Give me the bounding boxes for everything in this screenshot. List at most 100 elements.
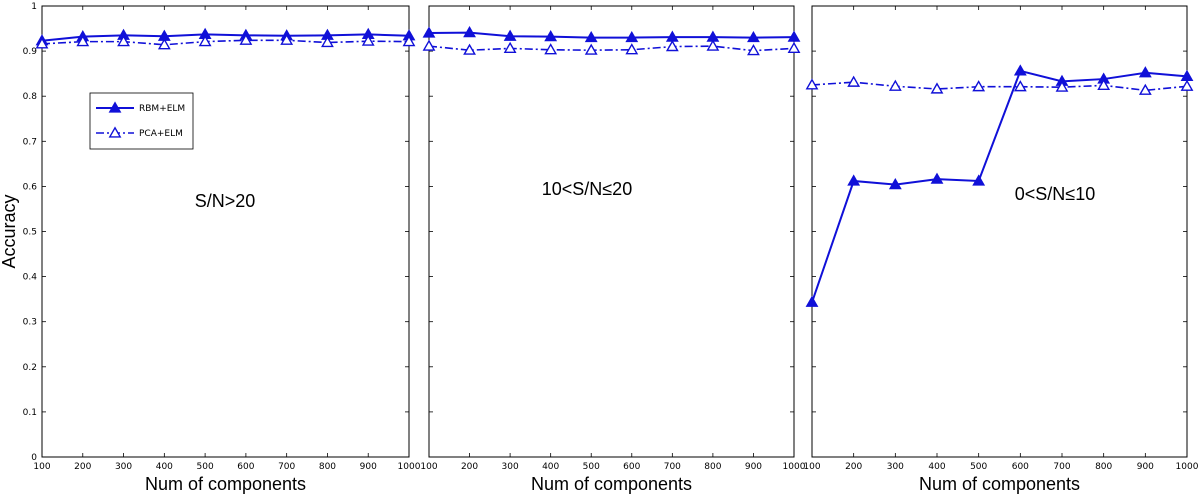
series-line-pca-elm: [811, 81, 1188, 92]
data-point: [1013, 80, 1027, 92]
data-point: [35, 37, 49, 49]
x-tick-label: 700: [278, 462, 295, 472]
x-tick-label: 700: [664, 462, 681, 472]
data-point: [422, 39, 436, 51]
x-tick-label: 800: [319, 462, 336, 472]
data-point: [584, 30, 598, 43]
data-point: [787, 41, 801, 53]
data-point: [117, 35, 130, 47]
y-tick-label: 0.5: [23, 228, 37, 238]
data-point: [847, 174, 861, 186]
legend-marker: [108, 101, 122, 113]
y-tick-label: 0.8: [23, 92, 38, 102]
data-point: [888, 177, 902, 190]
data-point: [361, 34, 375, 46]
data-point: [157, 38, 171, 50]
x-tick-label: 300: [115, 462, 132, 472]
data-point: [930, 172, 944, 184]
data-point: [321, 35, 334, 48]
panel-1: 100 200 300 400 500 600 700 800 900 1000 0 0.1 0.2 0.…: [0, 2, 421, 494]
legend-label: RBM+ELM: [139, 104, 185, 114]
data-point: [706, 39, 720, 51]
y-axis-title: Accuracy: [0, 194, 19, 268]
data-point: [76, 35, 90, 47]
x-tick-label: 700: [1053, 462, 1070, 472]
data-point: [544, 43, 558, 55]
plot-frame: [811, 5, 1188, 458]
legend-label: PCA+ELM: [139, 129, 183, 139]
y-tick-label: 0.3: [23, 318, 37, 328]
data-point: [463, 43, 476, 55]
x-tick-label: 600: [1012, 462, 1029, 472]
data-point: [280, 33, 294, 45]
legend-box: [89, 92, 194, 150]
x-tick-label: 600: [237, 462, 254, 472]
data-point: [930, 82, 944, 94]
series-line-rbm-elm: [41, 33, 410, 42]
x-tick-label: 200: [74, 462, 91, 472]
x-axis-title: Num of components: [145, 474, 306, 494]
y-tick-label: 0.7: [23, 137, 37, 147]
data-point: [544, 30, 558, 42]
data-point: [239, 33, 253, 45]
data-point: [665, 39, 679, 52]
x-tick-label: 500: [583, 462, 600, 472]
data-point: [402, 35, 416, 47]
y-tick-label: 0.6: [23, 182, 38, 192]
x-tick-label: 800: [704, 462, 721, 472]
data-point: [787, 30, 801, 42]
x-tick-label: 400: [542, 462, 559, 472]
data-point: [584, 43, 598, 55]
x-tick-label: 1000: [1176, 462, 1199, 472]
series-line-pca-elm: [428, 45, 795, 52]
data-point: [1138, 66, 1152, 78]
data-point: [463, 25, 476, 38]
data-point: [625, 30, 639, 43]
data-point: [198, 35, 212, 47]
x-tick-label: 1000: [398, 462, 421, 472]
x-tick-label: 500: [197, 462, 214, 472]
x-tick-label: 600: [623, 462, 640, 472]
series-line-rbm-elm: [428, 31, 795, 39]
x-tick-label: 400: [928, 462, 945, 472]
panel-2: 100 200 300 400 500 600 700 800 900 1000 Num of co…: [420, 5, 806, 494]
x-tick-label: 300: [887, 462, 904, 472]
data-point: [747, 44, 760, 56]
data-point: [1180, 79, 1194, 91]
data-point: [972, 80, 986, 92]
series-line-rbm-elm: [811, 69, 1188, 303]
x-tick-label: 100: [420, 462, 437, 472]
plot-frame: [428, 5, 795, 458]
data-point: [805, 78, 819, 90]
x-tick-label: 800: [1095, 462, 1112, 472]
panel-3: 100 200 300 400 500 600 700 800 900 1000 Num of co…: [803, 5, 1199, 494]
x-axis-title: Num of components: [531, 474, 692, 494]
data-point: [1013, 64, 1027, 76]
x-axis-title: Num of components: [919, 474, 1080, 494]
data-point: [422, 26, 436, 38]
snr-annotation: S/N>20: [195, 191, 256, 211]
x-tick-label: 200: [461, 462, 478, 472]
y-tick-label: 0.1: [23, 408, 37, 418]
data-point: [1097, 78, 1111, 90]
x-tick-label: 400: [156, 462, 173, 472]
x-tick-label: 900: [360, 462, 377, 472]
data-point: [625, 43, 639, 55]
data-point: [1055, 80, 1069, 92]
snr-annotation: 10<S/N≤20: [542, 179, 632, 199]
x-tick-label: 1000: [783, 462, 806, 472]
x-tick-label: 900: [745, 462, 762, 472]
x-tick-label: 500: [970, 462, 987, 472]
x-tick-label: 200: [845, 462, 862, 472]
y-tick-label: 0.2: [23, 363, 37, 373]
y-tick-label: 0.9: [23, 47, 38, 57]
data-point: [847, 75, 861, 87]
x-tick-label: 300: [502, 462, 519, 472]
legend: RBM+ELM PCA+ELM: [89, 92, 194, 150]
y-tick-label: 0: [31, 453, 37, 463]
data-point: [888, 79, 902, 91]
y-tick-label: 0.4: [23, 273, 38, 283]
data-point: [972, 174, 986, 186]
x-tick-label: 900: [1137, 462, 1154, 472]
